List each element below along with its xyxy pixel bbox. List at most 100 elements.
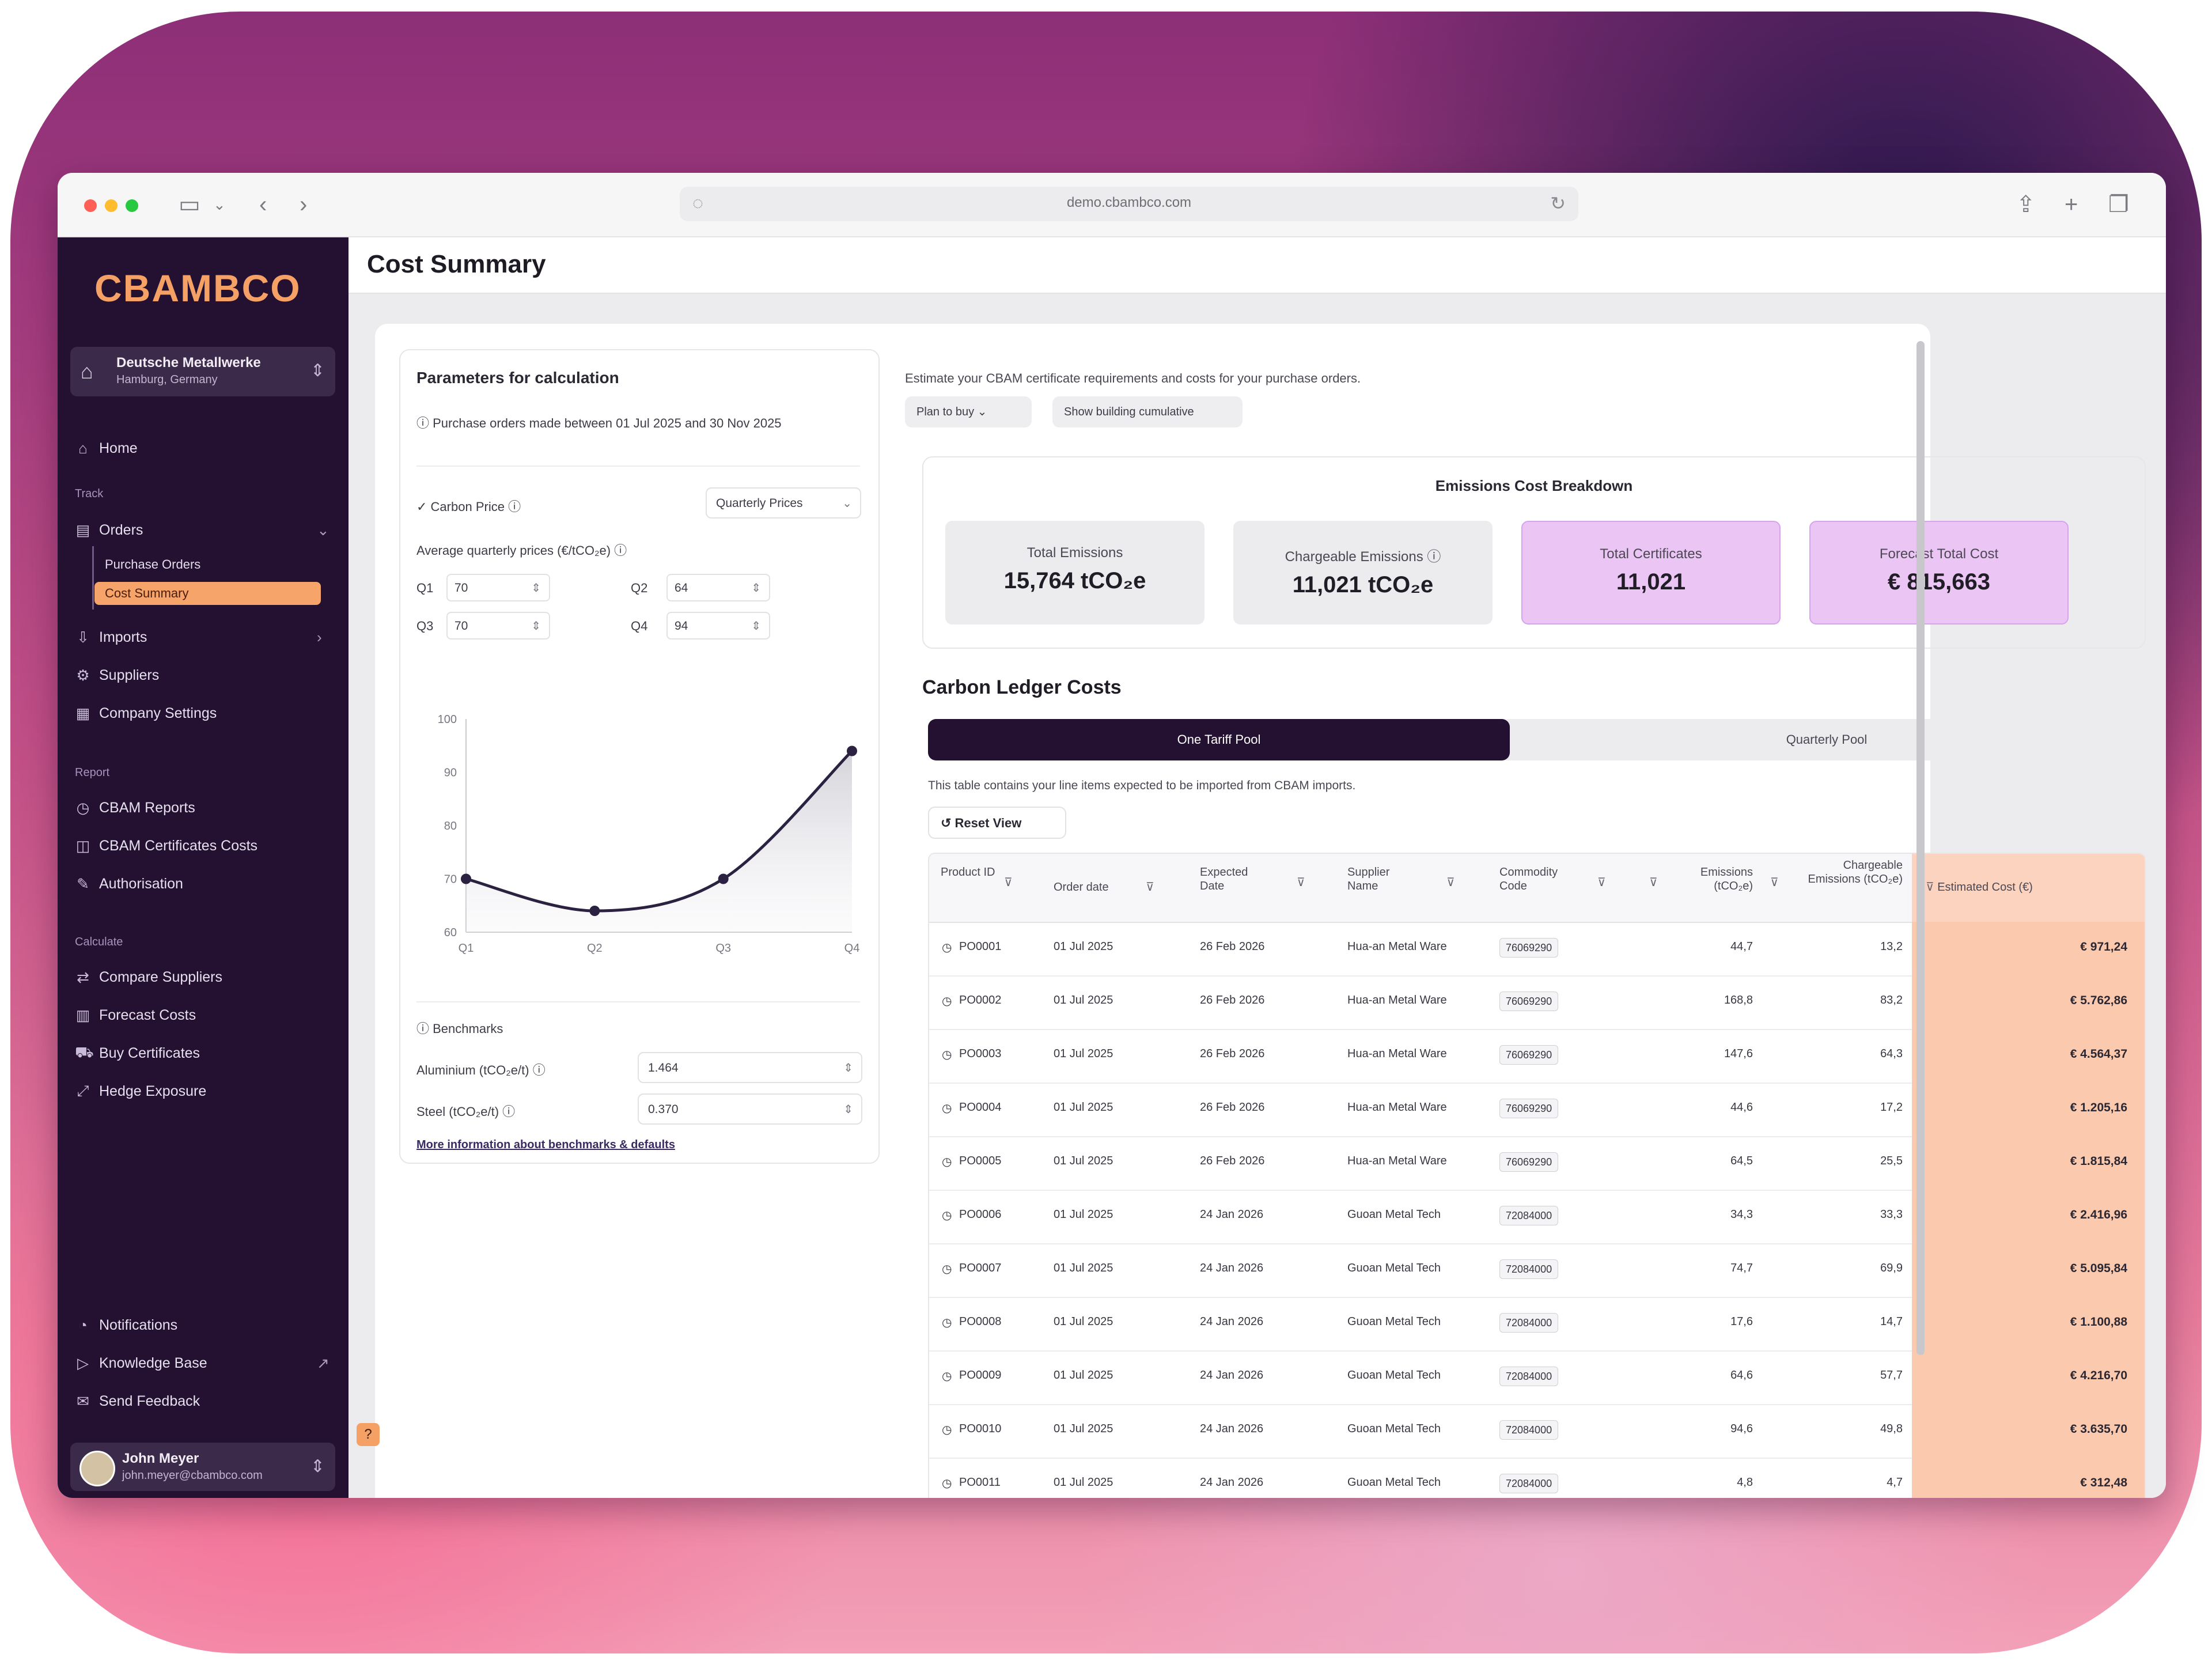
column-header-estimated-cost[interactable]: ⊽ Estimated Cost (€) <box>1926 880 2133 894</box>
sidebar-item-forecast-costs[interactable]: ▥ Forecast Costs <box>75 1004 196 1027</box>
info-icon[interactable]: ⓘ <box>1427 549 1441 565</box>
quarter-input-q1[interactable]: 70 ⇕ <box>446 574 550 601</box>
sidebar-item-home[interactable]: ⌂ Home <box>75 437 138 460</box>
cell-product-id[interactable]: PO0011 <box>959 1476 1001 1489</box>
chevron-down-icon[interactable]: ⌄ <box>213 196 226 213</box>
sidebar-item-orders[interactable]: ▤ Orders ⌄ <box>75 519 329 542</box>
price-point[interactable] <box>847 746 857 756</box>
check-icon: ✓ <box>416 499 431 514</box>
close-window-dot[interactable] <box>84 199 97 212</box>
sidebar-item-cost-summary[interactable]: Cost Summary <box>94 582 321 605</box>
tab-one-tariff-pool[interactable]: One Tariff Pool <box>928 719 1510 760</box>
tab-quarterly-pool[interactable]: Quarterly Pool <box>1786 732 1868 747</box>
filter-icon[interactable]: ⊽ <box>1770 876 1779 889</box>
cell-product-id[interactable]: PO0009 <box>959 1369 1002 1382</box>
column-header-chargeable-emissions[interactable]: Chargeable Emissions (tCO₂e) <box>1799 858 1903 886</box>
sidebar-item-imports[interactable]: ⇩ Imports › <box>75 626 322 649</box>
table-row[interactable]: ◷ PO0007 01 Jul 2025 24 Jan 2026 Guoan Metal… <box>929 1243 2145 1298</box>
sidebar-item-send-feedback[interactable]: ✉ Send Feedback <box>75 1390 200 1413</box>
cell-expected-date: 26 Feb 2026 <box>1200 1155 1265 1167</box>
column-header-commodity-code[interactable]: Commodity Code ⊽ <box>1499 865 1606 893</box>
cell-supplier-name: Guoan Metal Tech <box>1347 1369 1441 1382</box>
filter-icon[interactable]: ⊽ <box>1004 876 1013 889</box>
cell-product-id[interactable]: PO0008 <box>959 1315 1002 1328</box>
table-row[interactable]: ◷ PO0008 01 Jul 2025 24 Jan 2026 Guoan Metal… <box>929 1297 2145 1352</box>
reset-view-button[interactable]: ↺ Reset View <box>928 807 1066 839</box>
tabs-overview-icon[interactable]: ❐ <box>2108 192 2129 217</box>
filter-icon[interactable]: ⊽ <box>1446 876 1455 889</box>
price-point[interactable] <box>589 906 600 916</box>
column-header-expected-date[interactable]: Expected Date ⊽ <box>1200 865 1305 893</box>
table-row[interactable]: ◷ PO0004 01 Jul 2025 26 Feb 2026 Hua-an Meta… <box>929 1083 2145 1137</box>
reload-icon[interactable]: ↻ <box>1550 193 1566 214</box>
price-point[interactable] <box>718 873 729 884</box>
quarter-input-q2[interactable]: 64 ⇕ <box>666 574 770 601</box>
filter-icon[interactable]: ⊽ <box>1926 881 1938 894</box>
table-row[interactable]: ◷ PO0005 01 Jul 2025 26 Feb 2026 Hua-an Meta… <box>929 1136 2145 1191</box>
cell-product-id[interactable]: PO0003 <box>959 1047 1002 1060</box>
maximize-window-dot[interactable] <box>126 199 138 212</box>
back-icon[interactable]: ‹ <box>259 192 267 217</box>
cell-product-id[interactable]: PO0002 <box>959 994 1002 1006</box>
cell-supplier-name: Guoan Metal Tech <box>1347 1262 1441 1274</box>
kpi-value: 15,764 tCO₂e <box>1003 568 1146 593</box>
cumulative-toggle[interactable]: Show building cumulative <box>1052 396 1243 427</box>
address-bar[interactable]: ◌ demo.cbambco.com ↻ <box>680 187 1578 221</box>
price-point[interactable] <box>461 873 471 884</box>
cell-expected-date: 26 Feb 2026 <box>1200 994 1265 1006</box>
quarter-input-q4[interactable]: 94 ⇕ <box>666 612 770 639</box>
table-row[interactable]: ◷ PO0011 01 Jul 2025 24 Jan 2026 Guoan Metal… <box>929 1458 2145 1498</box>
sidebar-item-purchase-orders[interactable]: Purchase Orders <box>105 557 201 572</box>
breakdown-title: Emissions Cost Breakdown <box>1435 477 1633 494</box>
sidebar-item-notifications[interactable]: ◔ Notifications <box>75 1314 177 1337</box>
filter-icon[interactable]: ⊽ <box>1146 881 1154 894</box>
sidebar-item-company-settings[interactable]: ▦ Company Settings <box>75 702 217 725</box>
cell-emissions: 168,8 <box>1724 994 1753 1006</box>
sidebar: CBAMBCO ⌂ Deutsche Metallwerke Hamburg, … <box>58 237 349 1498</box>
table-row[interactable]: ◷ PO0010 01 Jul 2025 24 Jan 2026 Guoan Metal… <box>929 1404 2145 1459</box>
table-row[interactable]: ◷ PO0006 01 Jul 2025 24 Jan 2026 Guoan Metal… <box>929 1190 2145 1244</box>
aluminium-benchmark-input[interactable]: 1.464 ⇕ <box>638 1052 862 1083</box>
cell-estimated-cost-value: € 5.095,84 <box>2070 1262 2127 1275</box>
cell-product-id[interactable]: PO0006 <box>959 1208 1002 1221</box>
column-header-order-date[interactable]: Order date ⊽ <box>1054 880 1154 894</box>
cell-order-date: 01 Jul 2025 <box>1054 1101 1113 1114</box>
cell-product-id[interactable]: PO0010 <box>959 1422 1002 1435</box>
cell-product-id[interactable]: PO0005 <box>959 1155 1002 1167</box>
steel-benchmark-input[interactable]: 0.370 ⇕ <box>638 1093 862 1125</box>
table-row[interactable]: ◷ PO0002 01 Jul 2025 26 Feb 2026 Hua-an Meta… <box>929 975 2145 1030</box>
sidebar-item-cbam-reports[interactable]: ◷ CBAM Reports <box>75 796 195 819</box>
filter-icon[interactable]: ⊽ <box>1649 876 1658 889</box>
table-row[interactable]: ◷ PO0009 01 Jul 2025 24 Jan 2026 Guoan Metal… <box>929 1350 2145 1405</box>
account-switcher[interactable]: ⌂ Deutsche Metallwerke Hamburg, Germany … <box>70 347 335 396</box>
scrollbar[interactable] <box>1916 341 1925 1355</box>
user-menu[interactable]: John Meyer john.meyer@cbambco.com ⇕ <box>70 1443 335 1491</box>
column-header-emissions[interactable]: Emissions (tCO₂e) <box>1678 865 1753 893</box>
sidebar-item-buy-certificates[interactable]: ⛟ Buy Certificates <box>75 1042 200 1065</box>
filter-icon[interactable]: ⊽ <box>1597 876 1606 889</box>
forward-icon[interactable]: › <box>300 192 308 217</box>
benchmarks-info-link[interactable]: More information about benchmarks & defa… <box>416 1138 675 1151</box>
cell-product-id[interactable]: PO0004 <box>959 1101 1002 1114</box>
table-row[interactable]: ◷ PO0001 01 Jul 2025 26 Feb 2026 Hua-an Meta… <box>929 922 2145 977</box>
sidebar-item-compare-suppliers[interactable]: ⇄ Compare Suppliers <box>75 966 222 989</box>
share-icon[interactable]: ⇪ <box>2016 192 2036 217</box>
sidebar-item-suppliers[interactable]: ⚙ Suppliers <box>75 664 159 687</box>
sidebar-item-hedge-exposure[interactable]: ⤢ Hedge Exposure <box>75 1080 207 1103</box>
minimize-window-dot[interactable] <box>105 199 118 212</box>
table-row[interactable]: ◷ PO0003 01 Jul 2025 26 Feb 2026 Hua-an Meta… <box>929 1029 2145 1084</box>
carbon-price-mode-select[interactable]: Quarterly Prices ⌄ <box>706 487 861 519</box>
sidebar-item-authorisation[interactable]: ✎ Authorisation <box>75 872 183 895</box>
cell-product-id[interactable]: PO0001 <box>959 940 1002 953</box>
help-icon[interactable]: ? <box>357 1423 380 1446</box>
plan-filter-select[interactable]: Plan to buy ⌄ <box>905 396 1032 427</box>
sidebar-item-knowledge-base[interactable]: ▷ Knowledge Base ↗ <box>75 1352 329 1375</box>
column-header-supplier-name[interactable]: Supplier Name ⊽ <box>1347 865 1455 893</box>
sidebar-item-cbam-certificates-costs[interactable]: ◫ CBAM Certificates Costs <box>75 834 257 857</box>
column-header-product-id[interactable]: Product ID ⊽ <box>941 865 1013 889</box>
quarter-input-q3[interactable]: 70 ⇕ <box>446 612 550 639</box>
cell-product-id[interactable]: PO0007 <box>959 1262 1002 1274</box>
filter-icon[interactable]: ⊽ <box>1297 876 1305 889</box>
new-tab-icon[interactable]: + <box>2065 192 2078 217</box>
sidebar-toggle-icon[interactable]: ▭ <box>179 192 200 217</box>
